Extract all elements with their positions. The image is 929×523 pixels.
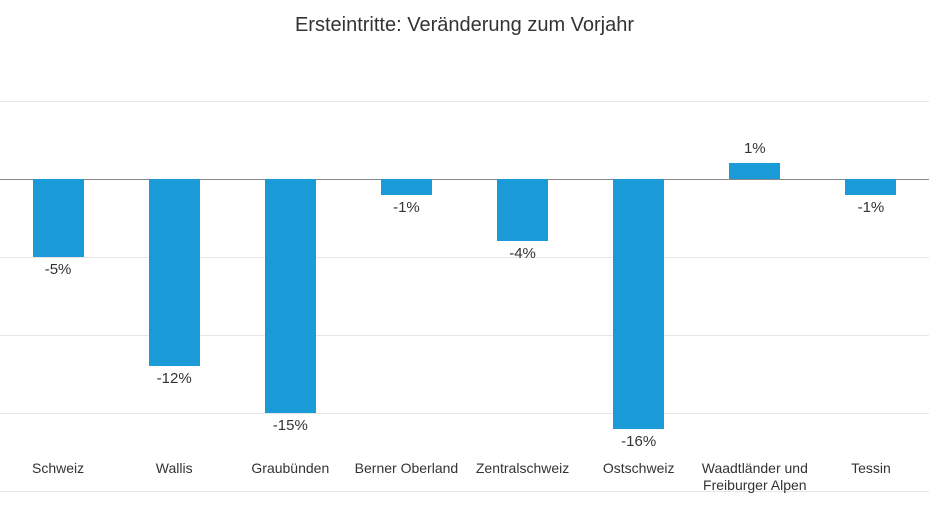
chart-title: Ersteintritte: Veränderung zum Vorjahr [0,0,929,47]
value-label: -5% [0,261,116,278]
bars-group: -5% -12% -15% -1% -4% -16% 1% -1% [0,101,929,491]
bar-column: -16% [581,101,697,491]
bar-column: -15% [232,101,348,491]
bar-column: -4% [465,101,581,491]
plot-area: -5% -12% -15% -1% -4% -16% 1% -1% [0,101,929,491]
bar-column: -1% [348,101,464,491]
x-axis-label: Berner Oberland [348,460,464,477]
value-label: 1% [697,140,813,157]
bar [33,179,84,257]
value-label: -15% [232,417,348,434]
value-label: -4% [465,245,581,262]
value-label: -12% [116,370,232,387]
bar [149,179,200,366]
bar [845,179,896,195]
bar [265,179,316,413]
bar [381,179,432,195]
chart-container: Ersteintritte: Veränderung zum Vorjahr -… [0,0,929,523]
x-axis-label: Zentralschweiz [465,460,581,477]
value-label: -16% [581,433,697,450]
x-axis-label: Schweiz [0,460,116,477]
bar-column: -5% [0,101,116,491]
x-axis-label: Graubünden [232,460,348,477]
bar-column: -1% [813,101,929,491]
bar-column: -12% [116,101,232,491]
x-axis-label: Wallis [116,460,232,477]
value-label: -1% [348,199,464,216]
x-axis-label: Ostschweiz [581,460,697,477]
value-label: -1% [813,199,929,216]
bar [729,163,780,179]
bar [497,179,548,241]
x-axis-label: Tessin [813,460,929,477]
bar-column: 1% [697,101,813,491]
x-axis-label: Waadtländer und Freiburger Alpen [697,460,813,494]
bar [613,179,664,429]
